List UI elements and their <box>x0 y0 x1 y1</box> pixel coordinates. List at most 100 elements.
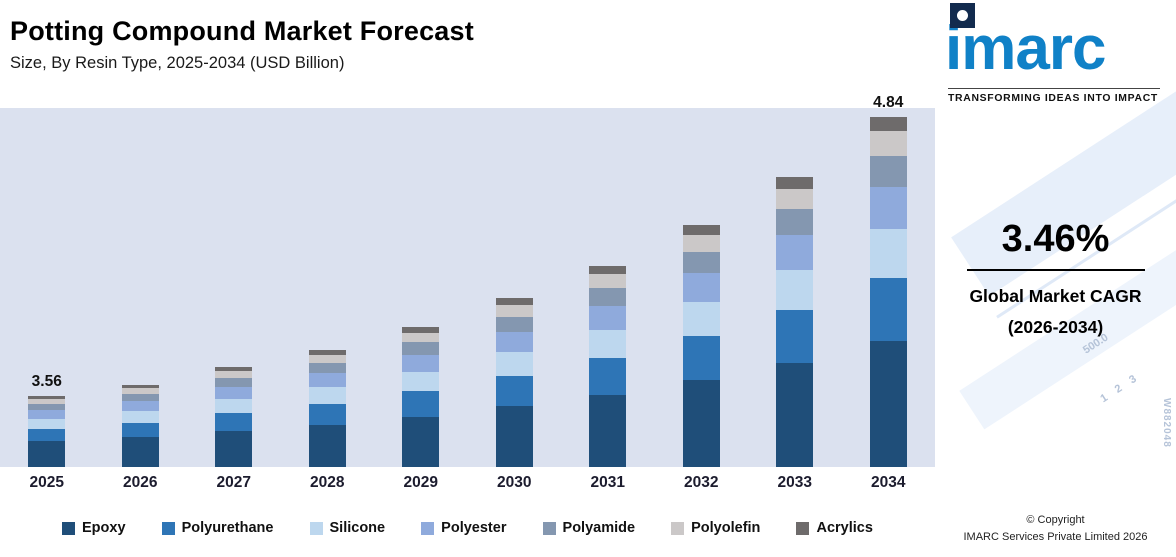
segment-acrylics <box>589 266 627 274</box>
segment-polyurethane <box>869 278 907 341</box>
segment-silicone <box>308 387 346 404</box>
segment-polyamide <box>682 251 720 274</box>
bar-slot-2031 <box>561 108 655 467</box>
legend-item-polyamide: Polyamide <box>542 520 636 536</box>
bar-slot-2033 <box>748 108 842 467</box>
segment-silicone <box>776 269 814 311</box>
segment-epoxy <box>121 437 159 467</box>
segment-acrylics <box>121 385 159 389</box>
segment-polyurethane <box>589 358 627 395</box>
segment-epoxy <box>682 379 720 467</box>
segment-polyamide <box>28 403 66 411</box>
segment-epoxy <box>402 416 440 467</box>
legend-label-polyolefin: Polyolefin <box>691 520 761 536</box>
segment-acrylics <box>402 327 440 333</box>
segment-acrylics <box>495 298 533 305</box>
segment-polyurethane <box>28 428 66 442</box>
copyright: © Copyright IMARC Services Private Limit… <box>935 512 1176 545</box>
x-axis-label-2025: 2025 <box>29 474 64 491</box>
bar-2030 <box>495 298 533 467</box>
imarc-logo-mark <box>950 3 975 28</box>
segment-polyolefin <box>495 304 533 317</box>
x-axis-label-2029: 2029 <box>403 474 438 491</box>
segment-polyamide <box>402 342 440 355</box>
bar-value-label-2025: 3.56 <box>31 373 62 390</box>
legend-item-acrylics: Acrylics <box>796 520 873 536</box>
segment-polyester <box>308 373 346 388</box>
segment-polyamide <box>869 155 907 187</box>
bar-2034: 4.84 <box>869 94 907 467</box>
bar-slot-2027 <box>187 108 281 467</box>
x-axis-label-2032: 2032 <box>684 474 719 491</box>
legend-swatch-polyamide <box>542 521 556 535</box>
legend-label-silicone: Silicone <box>329 520 386 536</box>
bar-2027 <box>215 367 253 467</box>
segment-silicone <box>28 418 66 429</box>
x-axis-label-2034: 2034 <box>871 474 906 491</box>
segment-epoxy <box>495 406 533 467</box>
cagr-period: (2026-2034) <box>1007 316 1104 337</box>
segment-polyamide <box>589 288 627 307</box>
bar-chart: 3.56 4.84 <box>0 94 936 467</box>
bar-2032 <box>682 225 720 467</box>
cagr-divider-line <box>966 269 1145 271</box>
bar-2026 <box>121 385 159 467</box>
segment-polyamide <box>495 316 533 332</box>
segment-polyolefin <box>215 371 253 378</box>
segment-polyurethane <box>402 391 440 417</box>
decorative-text: W882048 <box>1161 398 1172 448</box>
segment-polyester <box>28 410 66 419</box>
x-axis-label-2027: 2027 <box>216 474 251 491</box>
segment-polyester <box>776 234 814 270</box>
bar-slot-2032 <box>655 108 749 467</box>
bar-slot-2034: 4.84 <box>842 94 936 467</box>
segment-silicone <box>682 302 720 337</box>
legend-label-polyamide: Polyamide <box>562 520 636 536</box>
segment-polyamide <box>121 393 159 402</box>
copyright-line1: © Copyright <box>1026 514 1085 526</box>
chart-legend: Epoxy Polyurethane Silicone Polyester Polyam… <box>0 520 935 536</box>
segment-silicone <box>121 411 159 423</box>
legend-swatch-acrylics <box>796 521 810 535</box>
imarc-tagline: TRANSFORMING IDEAS INTO IMPACT <box>948 93 1158 104</box>
x-axis-labels: 2025 2026 2027 2028 2029 2030 2031 2032 2033 2034 <box>0 474 935 492</box>
segment-polyurethane <box>215 413 253 431</box>
segment-epoxy <box>869 341 907 467</box>
cagr-block: 3.46% Global Market CAGR (2026-2034) <box>935 218 1176 342</box>
bar-2025: 3.56 <box>28 373 66 467</box>
legend-swatch-polyester <box>421 521 435 535</box>
x-axis-label-2030: 2030 <box>497 474 532 491</box>
legend-label-acrylics: Acrylics <box>816 520 873 536</box>
segment-epoxy <box>589 394 627 467</box>
imarc-logo-dot <box>957 10 968 21</box>
legend-label-polyester: Polyester <box>441 520 507 536</box>
segment-epoxy <box>215 431 253 467</box>
segment-polyester <box>215 387 253 399</box>
segment-polyolefin <box>28 398 66 404</box>
x-axis-label-2031: 2031 <box>590 474 625 491</box>
segment-polyurethane <box>121 422 159 438</box>
legend-item-polyester: Polyester <box>421 520 506 536</box>
legend-item-polyurethane: Polyurethane <box>161 520 274 536</box>
x-axis-label-2033: 2033 <box>777 474 812 491</box>
segment-polyamide <box>308 362 346 374</box>
segment-silicone <box>869 229 907 278</box>
segment-acrylics <box>215 367 253 371</box>
x-axis-label-2026: 2026 <box>123 474 158 491</box>
bar-2033 <box>776 177 814 467</box>
segment-polyolefin <box>308 354 346 363</box>
chart-subtitle: Size, By Resin Type, 2025-2034 (USD Bill… <box>10 54 345 72</box>
segment-acrylics <box>308 350 346 355</box>
segment-silicone <box>589 330 627 359</box>
segment-polyolefin <box>682 234 720 252</box>
legend-item-epoxy: Epoxy <box>62 520 126 536</box>
cagr-label: Global Market CAGR <box>969 286 1142 306</box>
segment-polyurethane <box>495 375 533 407</box>
segment-polyurethane <box>308 403 346 425</box>
cagr-value: 3.46% <box>1001 218 1110 260</box>
bar-slot-2025: 3.56 <box>0 108 94 467</box>
bar-slot-2028 <box>281 108 375 467</box>
bar-slot-2030 <box>468 108 562 467</box>
segment-acrylics <box>28 396 66 399</box>
legend-label-polyurethane: Polyurethane <box>181 520 274 536</box>
